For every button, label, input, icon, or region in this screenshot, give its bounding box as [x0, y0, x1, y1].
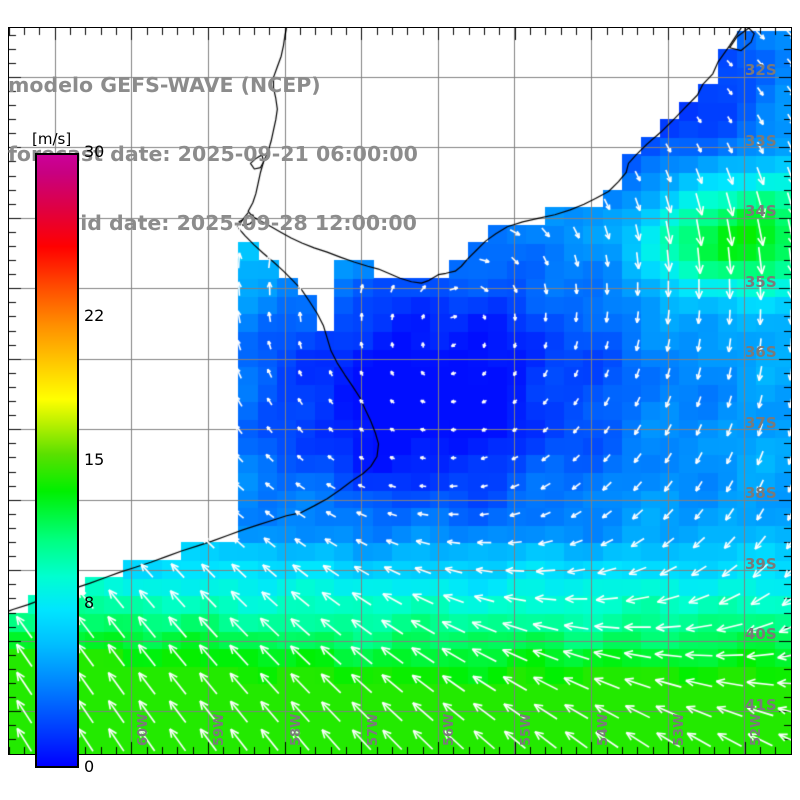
lon-tick-55W: 55W — [519, 713, 534, 746]
colorbar-units-label: [m/s] — [32, 130, 72, 148]
title-valid-date: valid date: 2025-09-28 12:00:00 — [46, 211, 417, 235]
lon-tick-56W: 56W — [442, 713, 458, 746]
wind-vector-arrows — [9, 28, 791, 754]
lat-tick-41S: 41S — [745, 695, 777, 714]
map-plot-area[interactable] — [8, 27, 792, 755]
figure-title-block: modelo GEFS-WAVE (NCEP) forecast date: 2… — [8, 28, 528, 281]
lat-tick-33S: 33S — [745, 131, 777, 150]
lat-tick-40S: 40S — [745, 625, 777, 644]
colorbar-tick-8: 8 — [84, 592, 95, 612]
colorbar-tick-0: 0 — [84, 757, 95, 776]
colorbar-gradient — [35, 153, 79, 768]
lon-tick-57W: 57W — [365, 713, 381, 746]
lon-tick-58W: 58W — [289, 713, 304, 746]
lon-tick-59W: 59W — [212, 713, 228, 746]
lat-tick-35S: 35S — [745, 272, 777, 291]
title-model-line: modelo GEFS-WAVE (NCEP) — [8, 73, 321, 97]
lat-tick-36S: 36S — [745, 343, 777, 362]
colorbar-tick-22: 22 — [84, 306, 105, 326]
lat-tick-34S: 34S — [745, 202, 777, 221]
lat-tick-38S: 38S — [745, 484, 777, 503]
lat-tick-32S: 32S — [745, 61, 777, 80]
lat-tick-39S: 39S — [745, 554, 777, 573]
lon-tick-52W: 52W — [749, 713, 764, 746]
lon-tick-60W: 60W — [135, 713, 151, 746]
lon-tick-53W: 53W — [672, 713, 688, 746]
lat-tick-37S: 37S — [745, 413, 777, 432]
lon-tick-54W: 54W — [595, 713, 611, 746]
colorbar-tick-30: 30 — [84, 142, 105, 161]
colorbar-tick-15: 15 — [84, 449, 105, 469]
